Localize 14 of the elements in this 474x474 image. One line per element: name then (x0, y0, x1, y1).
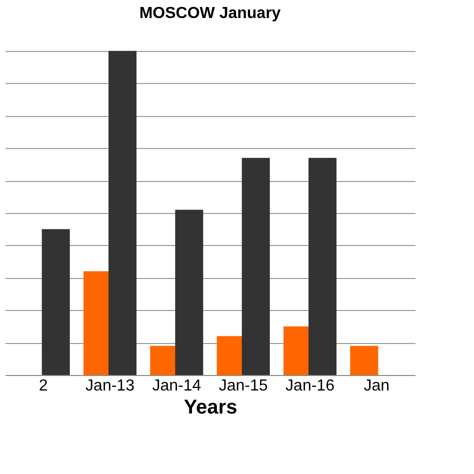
chart-title: MOSCOW January (139, 5, 281, 22)
bar (242, 158, 270, 375)
x-tick-label: Jan-14 (152, 378, 202, 394)
bar (308, 158, 336, 375)
bar (42, 229, 70, 375)
bar (175, 210, 204, 375)
x-tick-label: 2 (38, 378, 48, 394)
bar (108, 50, 136, 375)
x-axis-title: Years (184, 396, 238, 418)
x-tick-label: Jan-16 (286, 378, 335, 394)
x-tick-label: Jan-15 (218, 378, 268, 394)
bar (350, 346, 378, 375)
x-tick-label: Jan (364, 378, 390, 394)
x-tick-label: Jan-13 (86, 378, 135, 394)
